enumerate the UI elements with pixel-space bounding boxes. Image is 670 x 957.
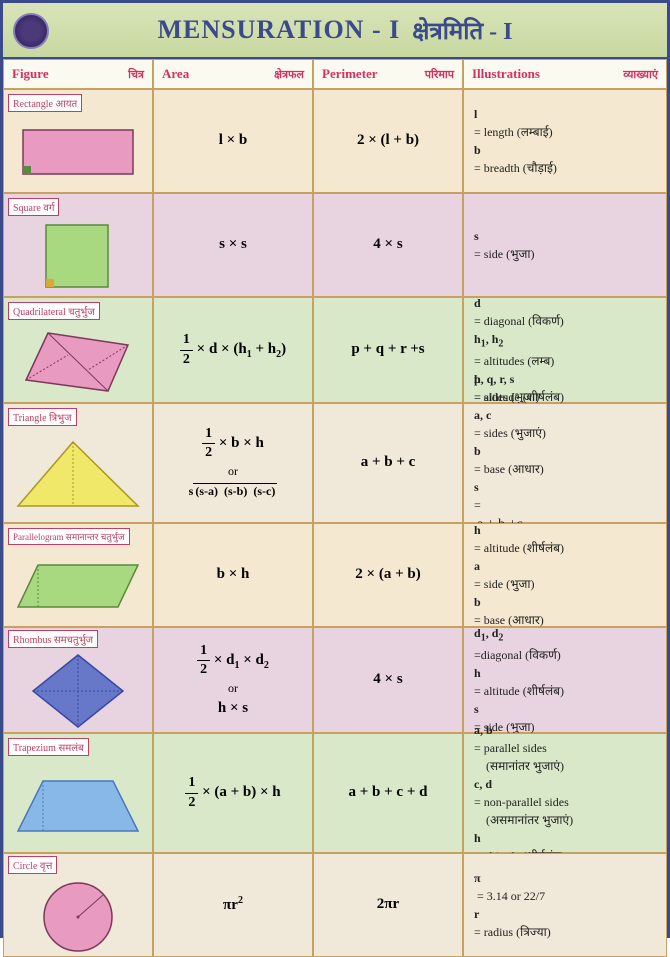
illus-parallelogram: h = altitude (शीर्षलंब)a = side (भुजा)b … [463,523,667,627]
square-icon [38,221,118,291]
circle-icon [33,877,123,955]
header-perimeter: Perimeter परिमाप [313,59,463,89]
figure-square: Square वर्ग [3,193,153,297]
area-parallelogram: b × h [153,523,313,627]
perimeter-rectangle: 2 × (l + b) [313,89,463,193]
figure-quadrilateral: Quadrilateral चतुर्भुज [3,297,153,403]
rectangle-icon [18,122,138,182]
area-trapezium: 12 × (a + b) × h [153,733,313,853]
perimeter-rhombus: 4 × s [313,627,463,733]
area-square: s × s [153,193,313,297]
illus-triangle: h = altitude (शीर्षलंब)a, c = sides (भुज… [463,403,667,523]
figure-rhombus: Rhombus समचतुर्भुज [3,627,153,733]
header-illustrations: Illustrations व्याख्याएं [463,59,667,89]
perimeter-parallelogram: 2 × (a + b) [313,523,463,627]
mensuration-poster: MENSURATION - I क्षेत्रमिति - I Figure च… [0,0,670,938]
triangle-icon [13,436,143,511]
header-area: Area क्षेत्रफल [153,59,313,89]
perimeter-square: 4 × s [313,193,463,297]
parallelogram-icon [13,555,143,615]
illus-circle: π = 3.14 or 22/7r = radius (त्रिज्या) [463,853,667,957]
title-bar: MENSURATION - I क्षेत्रमिति - I [3,3,667,59]
area-rectangle: l × b [153,89,313,193]
rhombus-icon [28,651,128,731]
illus-trapezium: a, b = parallel sides (समानांतर भुजाएं)c… [463,733,667,853]
perimeter-trapezium: a + b + c + d [313,733,463,853]
area-rhombus: 12 × d1 × d2orh × s [153,627,313,733]
title-hindi: क्षेत्रमिति - I [412,14,512,47]
illus-rectangle: l = length (लम्बाई)b = breadth (चौड़ाई) [463,89,667,193]
perimeter-triangle: a + b + c [313,403,463,523]
logo-icon [13,13,49,49]
perimeter-circle: 2πr [313,853,463,957]
illus-rhombus: d1, d2=diagonal (विकर्ण)h = altitude (शी… [463,627,667,733]
perimeter-quadrilateral: p + q + r +s [313,297,463,403]
illus-square: s = side (भुजा) [463,193,667,297]
figure-triangle: Triangle त्रिभुज [3,403,153,523]
figure-rectangle: Rectangle आयत [3,89,153,193]
figure-trapezium: Trapezium समलंब [3,733,153,853]
header-figure: Figure चित्र [3,59,153,89]
title-english: MENSURATION - I [157,15,400,45]
area-triangle: 12 × b × hors(s-a) (s-b) (s-c) [153,403,313,523]
area-circle: πr2 [153,853,313,957]
trapezium-icon [13,769,143,839]
figure-circle: Circle वृत्त [3,853,153,957]
area-quadrilateral: 12 × d × (h1 + h2) [153,297,313,403]
figure-parallelogram: Parallelogram समानान्तर चतुर्भुज [3,523,153,627]
formula-table: Figure चित्र Area क्षेत्रफल Perimeter पर… [3,59,667,957]
quadrilateral-icon [18,325,138,397]
